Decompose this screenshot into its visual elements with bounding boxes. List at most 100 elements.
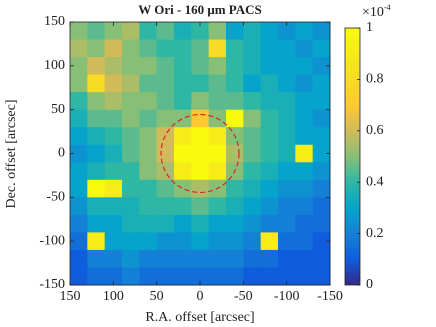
heatmap-cell xyxy=(208,127,227,146)
heatmap-cell xyxy=(260,57,279,76)
x-tick-label: 100 xyxy=(103,289,124,304)
colorbar-scale: ×10-4 xyxy=(362,3,391,20)
heatmap-cell xyxy=(278,267,296,286)
heatmap-cell xyxy=(191,39,210,58)
heatmap-cell xyxy=(191,144,210,163)
heatmap-cell xyxy=(226,179,244,198)
heatmap-cell xyxy=(156,57,175,76)
heatmap-cell xyxy=(122,109,140,128)
heatmap-cell xyxy=(156,179,175,198)
heatmap-cell xyxy=(191,267,210,286)
heatmap-cell xyxy=(139,144,158,163)
heatmap-cell xyxy=(226,144,244,163)
heatmap-cell xyxy=(208,22,227,41)
heatmap-cell xyxy=(87,22,106,41)
colorbar-scale-exponent: -4 xyxy=(384,3,391,12)
heatmap-cell xyxy=(226,74,244,93)
heatmap-cell xyxy=(243,127,262,146)
heatmap-cell xyxy=(278,162,296,181)
heatmap-cell xyxy=(278,22,296,41)
colorbar-scale-base: ×10 xyxy=(362,5,384,20)
heatmap-cell xyxy=(174,232,192,251)
heatmap-cell xyxy=(260,127,279,146)
heatmap-cell xyxy=(243,267,262,286)
heatmap-cell xyxy=(295,197,314,216)
heatmap-cell xyxy=(226,249,244,268)
heatmap-cell xyxy=(87,39,106,58)
heatmap-cell xyxy=(295,74,314,93)
heatmap-cell xyxy=(295,144,314,163)
heatmap-cell xyxy=(174,22,192,41)
heatmap-cell xyxy=(104,267,123,286)
heatmap-cell xyxy=(312,249,331,268)
heatmap-cell xyxy=(139,127,158,146)
heatmap-cell xyxy=(156,144,175,163)
heatmap-cell xyxy=(122,57,140,76)
heatmap-cell xyxy=(156,92,175,111)
heatmap-cell xyxy=(87,74,106,93)
heatmap-cell xyxy=(139,197,158,216)
heatmap-cell xyxy=(191,22,210,41)
heatmap-cell xyxy=(295,267,314,286)
heatmap-cell xyxy=(174,197,192,216)
colorbar-tick-label: 0.2 xyxy=(366,226,384,241)
heatmap-cell xyxy=(174,144,192,163)
heatmap-cell xyxy=(312,109,331,128)
heatmap-cell xyxy=(208,214,227,233)
heatmap-cell xyxy=(174,57,192,76)
heatmap-cell xyxy=(243,162,262,181)
heatmap-cell xyxy=(208,249,227,268)
heatmap-cell xyxy=(122,232,140,251)
heatmap-cell xyxy=(295,127,314,146)
heatmap-cell xyxy=(208,162,227,181)
heatmap-cell xyxy=(278,232,296,251)
heatmap-cell xyxy=(278,249,296,268)
heatmap-cell xyxy=(295,39,314,58)
heatmap-cell xyxy=(312,267,331,286)
heatmap-cell xyxy=(278,57,296,76)
heatmap-cell xyxy=(104,127,123,146)
heatmap-cell xyxy=(208,197,227,216)
heatmap-cell xyxy=(260,109,279,128)
heatmap-cell xyxy=(260,267,279,286)
heatmap-cell xyxy=(312,179,331,198)
heatmap-cell xyxy=(278,39,296,58)
heatmap-cell xyxy=(174,92,192,111)
heatmap-cell xyxy=(226,57,244,76)
heatmap-cell xyxy=(87,144,106,163)
heatmap-cell xyxy=(191,57,210,76)
heatmap-cell xyxy=(191,74,210,93)
heatmap-cell xyxy=(312,92,331,111)
y-tick-label: -50 xyxy=(46,190,65,205)
heatmap-cell xyxy=(70,197,88,216)
heatmap-cell xyxy=(139,267,158,286)
heatmap-cell xyxy=(174,39,192,58)
heatmap-cell xyxy=(312,74,331,93)
heatmap-cell xyxy=(295,57,314,76)
heatmap-cell xyxy=(191,249,210,268)
heatmap-cell xyxy=(156,109,175,128)
heatmap-cell xyxy=(156,39,175,58)
x-tick-label: 50 xyxy=(150,289,164,304)
heatmap-cell xyxy=(260,249,279,268)
heatmap-cell xyxy=(70,127,88,146)
heatmap-cell xyxy=(70,22,88,41)
heatmap-cell xyxy=(87,267,106,286)
heatmap-cell xyxy=(122,144,140,163)
heatmap-cell xyxy=(260,39,279,58)
heatmap-cell xyxy=(122,214,140,233)
colorbar-tick-label: 0.4 xyxy=(366,174,384,189)
heatmap-cell xyxy=(70,109,88,128)
heatmap-cell xyxy=(208,39,227,58)
heatmap-cell xyxy=(174,109,192,128)
y-tick-label: -100 xyxy=(39,233,65,248)
heatmap-cell xyxy=(191,162,210,181)
x-tick-label: 150 xyxy=(60,289,81,304)
heatmap-cell xyxy=(295,179,314,198)
heatmap-cell xyxy=(139,232,158,251)
x-tick-label: 0 xyxy=(197,289,204,304)
heatmap-cell xyxy=(260,179,279,198)
heatmap-cell xyxy=(156,267,175,286)
y-tick-label: 50 xyxy=(51,102,65,117)
heatmap-cell xyxy=(312,127,331,146)
